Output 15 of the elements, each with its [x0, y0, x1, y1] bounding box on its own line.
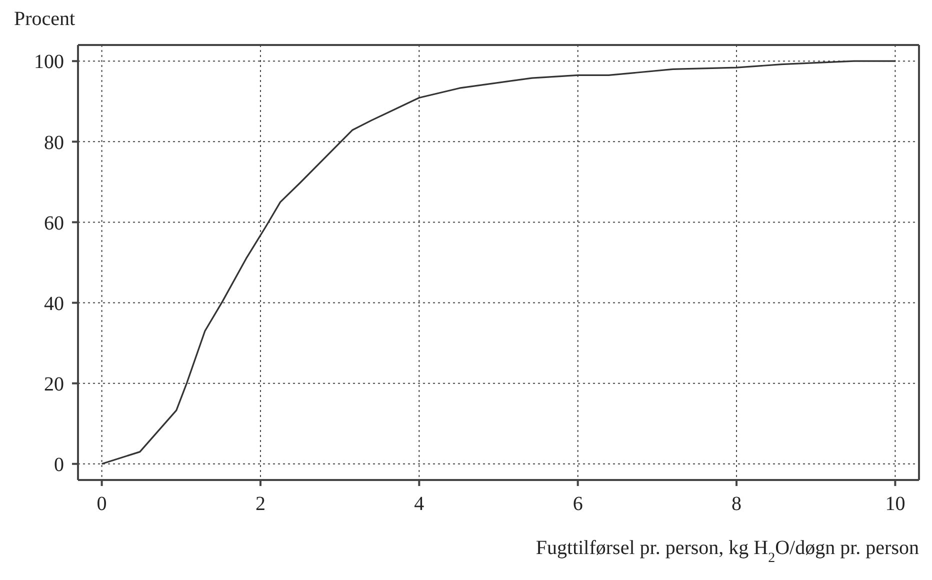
x-tick-label: 0 — [96, 493, 107, 516]
x-tick-label: 6 — [572, 493, 583, 516]
x-tick-label: 4 — [414, 493, 424, 516]
x-axis-title: Fugttilførsel pr. person, kg H$_{2}$O/døgn pr. person — [536, 537, 919, 566]
line-series — [101, 60, 896, 465]
y-tick-label: 80 — [44, 132, 64, 154]
x-tick-label: 2 — [255, 493, 266, 516]
x-tick-label: 8 — [732, 493, 742, 516]
y-tick-label: 0 — [54, 454, 64, 476]
x-tick-label: 10 — [885, 493, 906, 516]
y-tick-label: 100 — [34, 51, 64, 74]
y-tick-label: 60 — [44, 212, 64, 234]
y-axis-title: Procent — [14, 8, 76, 31]
y-tick-label: 40 — [44, 292, 64, 315]
y-tick-label: 20 — [44, 373, 64, 396]
